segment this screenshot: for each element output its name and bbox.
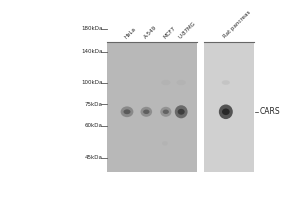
Text: 45kDa: 45kDa	[85, 155, 103, 160]
Text: MCF7: MCF7	[162, 25, 176, 39]
Text: 100kDa: 100kDa	[81, 80, 103, 85]
Ellipse shape	[178, 109, 185, 115]
Ellipse shape	[162, 141, 168, 146]
Text: Rat pancreas: Rat pancreas	[222, 10, 251, 39]
Text: U-87MG: U-87MG	[178, 20, 197, 39]
Bar	[197, 42, 204, 172]
Ellipse shape	[124, 109, 130, 114]
Ellipse shape	[222, 108, 230, 115]
Ellipse shape	[143, 110, 149, 114]
Ellipse shape	[121, 106, 134, 117]
Ellipse shape	[163, 110, 169, 114]
Text: 180kDa: 180kDa	[81, 26, 103, 31]
Ellipse shape	[175, 105, 188, 118]
Ellipse shape	[140, 107, 152, 117]
Ellipse shape	[222, 80, 230, 85]
Ellipse shape	[160, 107, 171, 117]
Text: 75kDa: 75kDa	[85, 102, 103, 107]
Text: HeLa: HeLa	[124, 26, 137, 39]
Bar	[107, 42, 197, 172]
Ellipse shape	[219, 104, 233, 119]
Bar	[204, 42, 254, 172]
Ellipse shape	[161, 80, 170, 85]
Text: CARS: CARS	[260, 107, 280, 116]
Text: 140kDa: 140kDa	[81, 49, 103, 54]
Text: A-549: A-549	[143, 24, 158, 39]
Text: 60kDa: 60kDa	[85, 123, 103, 128]
Ellipse shape	[176, 80, 186, 85]
